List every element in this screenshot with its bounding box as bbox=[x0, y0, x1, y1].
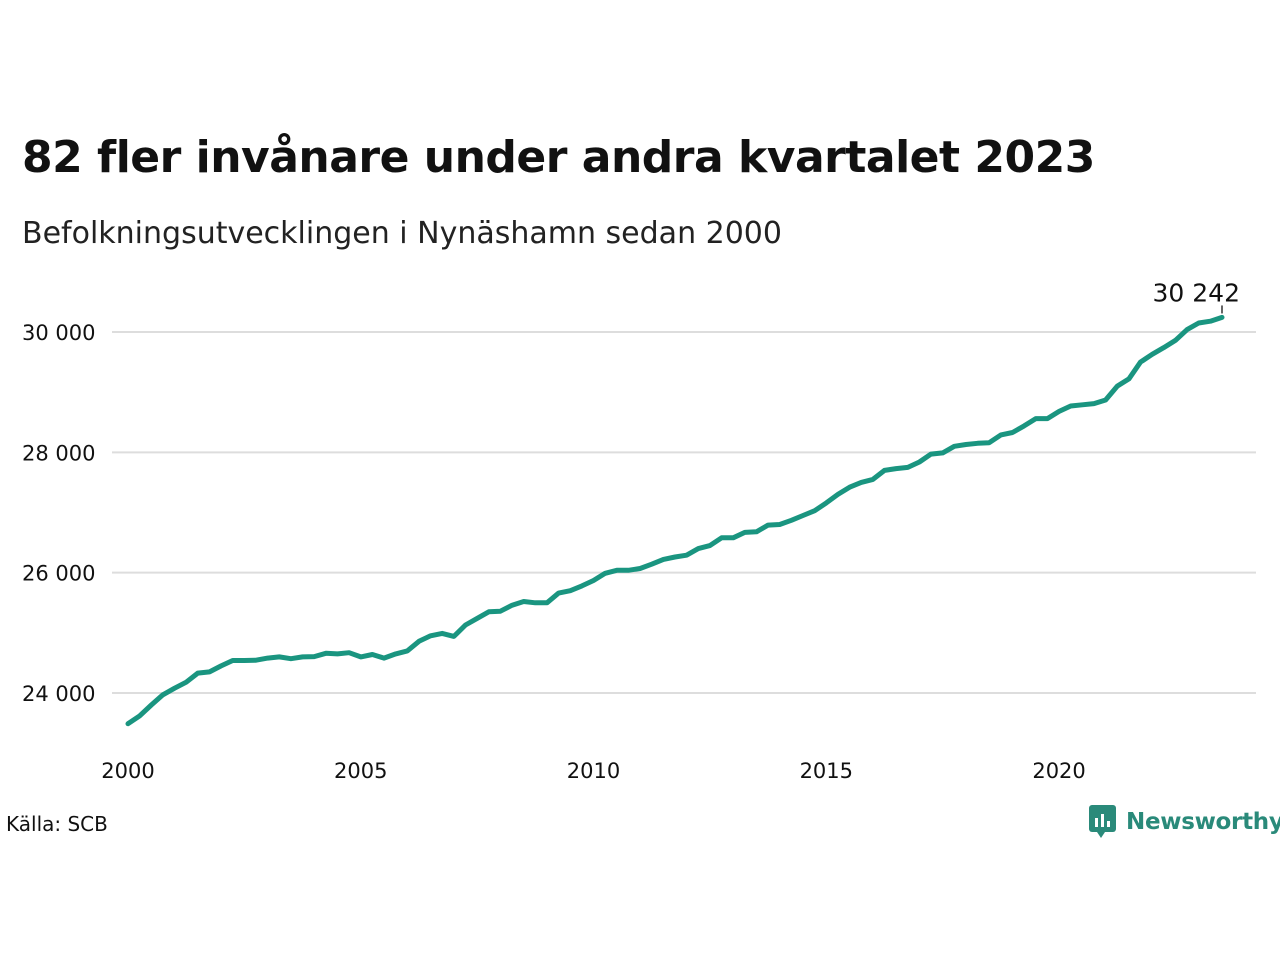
x-axis-ticks: 2000 2005 2010 2015 2020 bbox=[101, 759, 1086, 783]
newsworthy-logo-icon bbox=[1089, 805, 1116, 838]
chart-title: 82 fler invånare under andra kvartalet 2… bbox=[22, 132, 1095, 183]
population-line bbox=[125, 314, 1225, 727]
brand-logo: Newsworthy bbox=[1088, 804, 1280, 840]
x-tick-label: 2000 bbox=[101, 759, 154, 783]
annotations: 30 242 bbox=[1153, 278, 1240, 314]
chart-subtitle: Befolkningsutvecklingen i Nynäshamn seda… bbox=[22, 216, 782, 251]
y-tick-label: 28 000 bbox=[22, 441, 95, 465]
x-tick-label: 2005 bbox=[334, 759, 387, 783]
y-tick-label: 30 000 bbox=[22, 321, 95, 345]
end-value-label: 30 242 bbox=[1153, 278, 1240, 307]
gridlines bbox=[112, 331, 1256, 694]
x-tick-label: 2015 bbox=[800, 759, 853, 783]
series-layer bbox=[125, 314, 1225, 727]
x-tick-label: 2010 bbox=[567, 759, 620, 783]
y-tick-label: 24 000 bbox=[22, 682, 95, 706]
y-tick-label: 26 000 bbox=[22, 562, 95, 586]
brand-name: Newsworthy bbox=[1126, 809, 1280, 835]
x-tick-label: 2020 bbox=[1032, 759, 1085, 783]
y-axis-ticks: 24 000 26 000 28 000 30 000 bbox=[22, 321, 95, 706]
source-note: Källa: SCB bbox=[6, 812, 108, 836]
